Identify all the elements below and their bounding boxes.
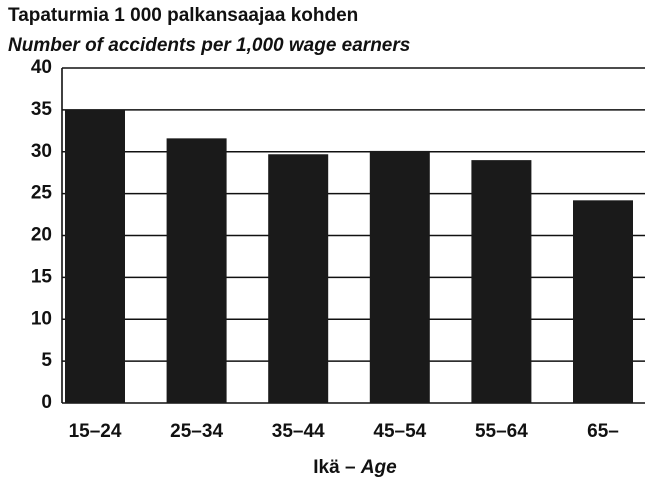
x-tick-label: 25–34 [170,421,223,442]
chart-title: Tapaturmia 1 000 palkansaajaa kohden [8,5,358,26]
x-tick-label: 35–44 [272,421,325,442]
bar [166,138,227,403]
y-tick-label: 30 [31,141,52,162]
y-tick-label: 35 [31,99,53,120]
x-tick-label: 15–24 [69,421,122,442]
bar [369,150,430,403]
bar [573,200,633,403]
chart-subtitle: Number of accidents per 1,000 wage earne… [8,35,410,56]
bar [471,160,532,403]
x-tick-label: 65– [587,421,619,442]
x-tick-label: 45–54 [373,421,426,442]
bar [268,154,329,403]
x-axis-label-fi: Ikä – [313,457,355,478]
y-tick-label: 0 [41,392,52,413]
x-axis-label-en: Age [360,457,397,478]
bar [65,109,125,403]
y-tick-label: 25 [31,183,53,204]
x-axis-label: Ikä – Age [313,457,397,478]
y-tick-label: 15 [31,266,53,287]
x-tick-label: 55–64 [475,421,528,442]
y-tick-label: 10 [31,308,52,329]
y-tick-label: 40 [31,57,52,78]
y-tick-label: 20 [31,225,52,246]
y-tick-label: 5 [41,350,52,371]
